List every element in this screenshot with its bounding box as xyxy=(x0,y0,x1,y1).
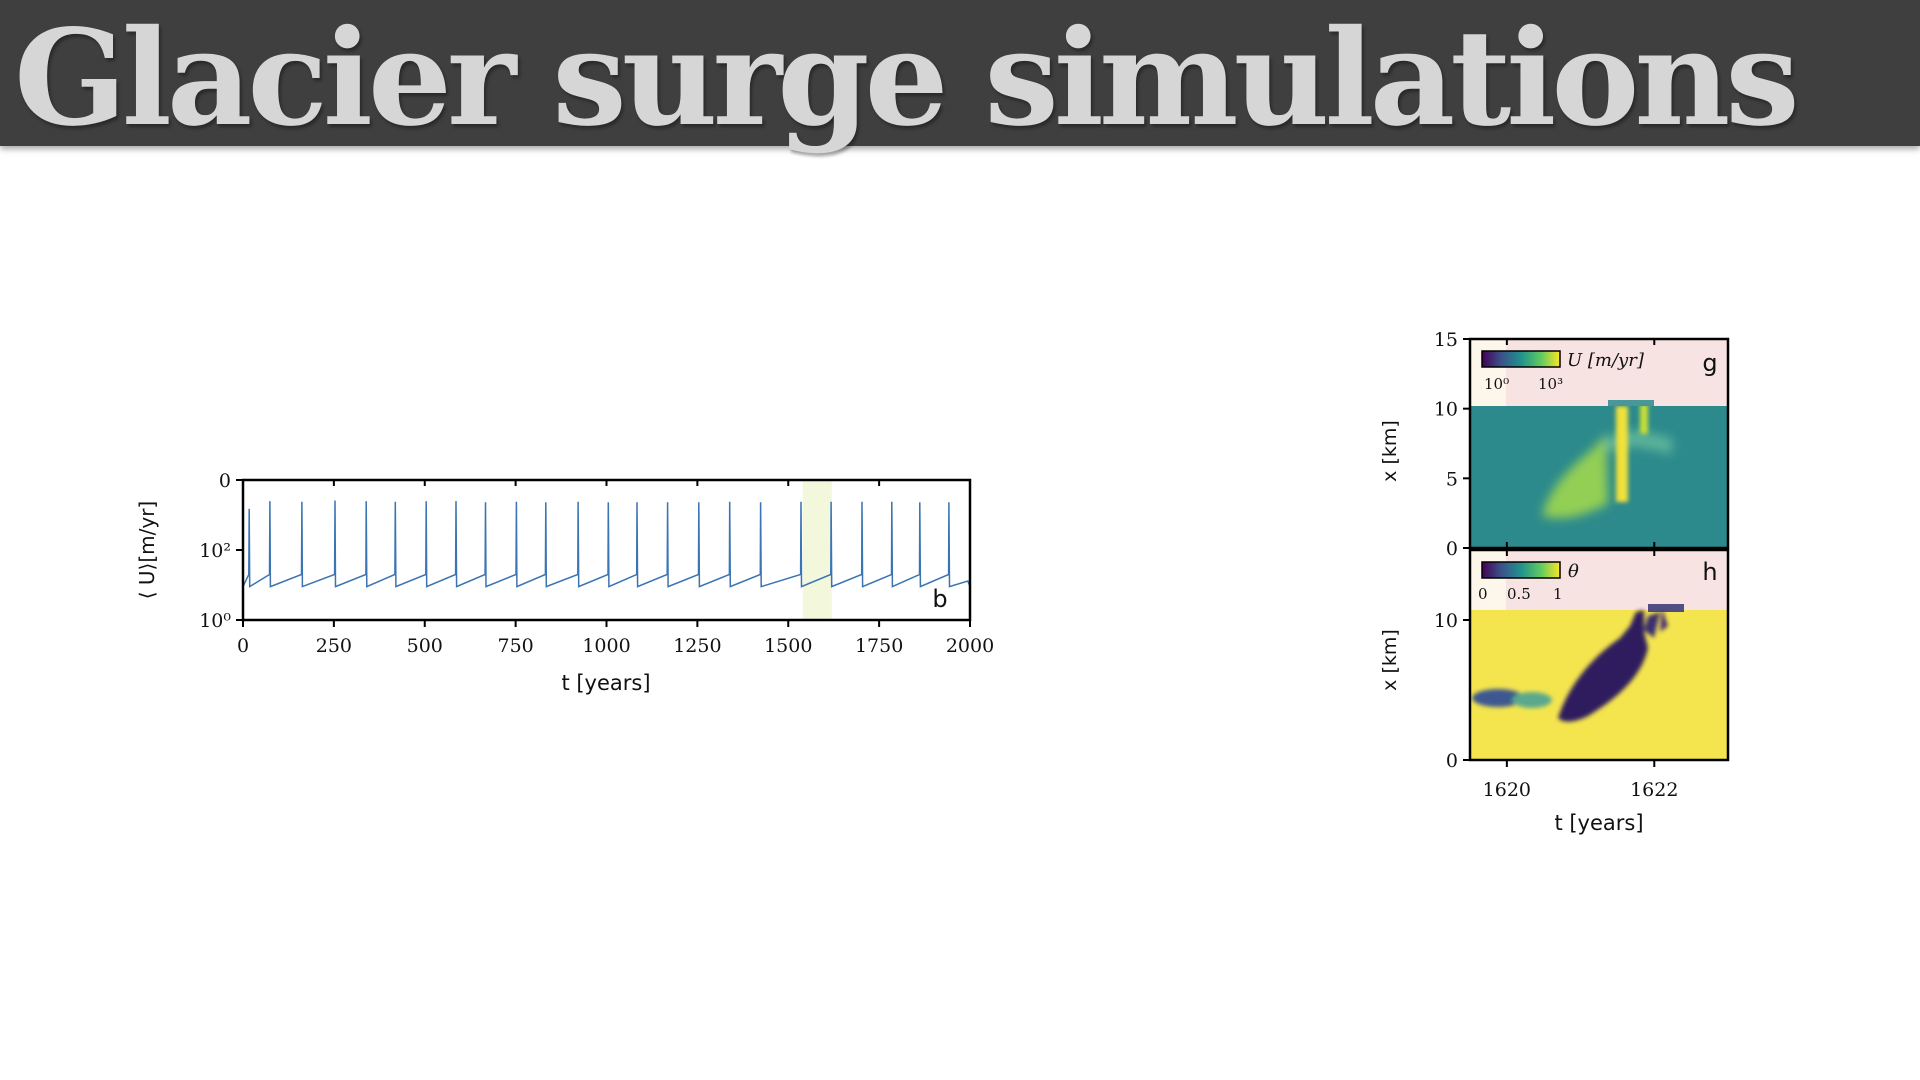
x-tick-label: 250 xyxy=(316,635,352,657)
h-y-tick-label: 0 xyxy=(1446,750,1458,772)
g-y-tick-label: 15 xyxy=(1434,329,1458,351)
x-axis-label-h: t [years] xyxy=(1554,811,1643,835)
x-tick-label: 1000 xyxy=(582,635,630,657)
chart-gh: U [m/yr] 10⁰ 10³ g θ 0 0.5 1 h 0 5 10 15 0 10… xyxy=(1379,329,1730,835)
series-line xyxy=(243,500,970,588)
x-tick-label: 1750 xyxy=(855,635,903,657)
y-axis-label: ⟨ U⟩[m/yr] xyxy=(135,501,159,600)
g-y-tick-label: 5 xyxy=(1446,468,1458,490)
x-axis-label: t [years] xyxy=(561,671,650,695)
g-y-tick-label: 0 xyxy=(1446,538,1458,560)
panel-label-b: b xyxy=(932,585,947,613)
panel-label-h: h xyxy=(1702,558,1717,586)
x-tick-label: 1250 xyxy=(673,635,721,657)
chart-b: 0 250 500 750 1000 1250 1500 1750 2000 10⁰ 10² 0 b… xyxy=(135,470,994,695)
y-axis-label-h: x [km] xyxy=(1379,629,1401,691)
panel-label-g: g xyxy=(1702,349,1717,377)
plot-frame-h xyxy=(1468,548,1730,762)
y-tick-label: 10⁰ xyxy=(199,610,231,632)
colorbar-tick-g-0: 10⁰ xyxy=(1484,375,1509,393)
heatmap-g xyxy=(1470,339,1728,548)
x-tick-label: 1500 xyxy=(764,635,812,657)
highlight-band xyxy=(802,480,832,620)
y-tick-label: 10² xyxy=(199,540,231,562)
h-y-tick-label: 10 xyxy=(1434,610,1458,632)
colorbar-tick-h-1: 0.5 xyxy=(1507,585,1531,603)
colorbar-g xyxy=(1481,350,1561,368)
colorbar-tick-h-2: 1 xyxy=(1553,585,1563,603)
title-bar: Glacier surge simulations xyxy=(0,0,1920,154)
colorbar-h xyxy=(1481,561,1561,579)
plot-frame-g xyxy=(1468,337,1730,550)
highlight-band-fill xyxy=(802,480,832,620)
colorbar-label-g: U [m/yr] xyxy=(1567,350,1645,371)
h-x-tick-label: 1620 xyxy=(1483,779,1531,801)
colorbar-label-h: θ xyxy=(1568,561,1579,582)
slide-title: Glacier surge simulations xyxy=(14,1,1800,156)
x-tick-label: 500 xyxy=(407,635,443,657)
x-tick-label: 750 xyxy=(497,635,533,657)
x-tick-label: 2000 xyxy=(946,635,994,657)
heatmap-h xyxy=(1470,550,1728,760)
plot-frame xyxy=(241,478,972,622)
y-tick-label: 0 xyxy=(219,470,231,492)
g-y-tick-label: 10 xyxy=(1434,399,1458,421)
h-x-tick-label: 1622 xyxy=(1630,779,1678,801)
x-tick-label: 0 xyxy=(237,635,249,657)
colorbar-tick-g-1: 10³ xyxy=(1538,375,1563,393)
y-axis-label-g: x [km] xyxy=(1379,420,1401,482)
colorbar-tick-h-0: 0 xyxy=(1478,585,1488,603)
